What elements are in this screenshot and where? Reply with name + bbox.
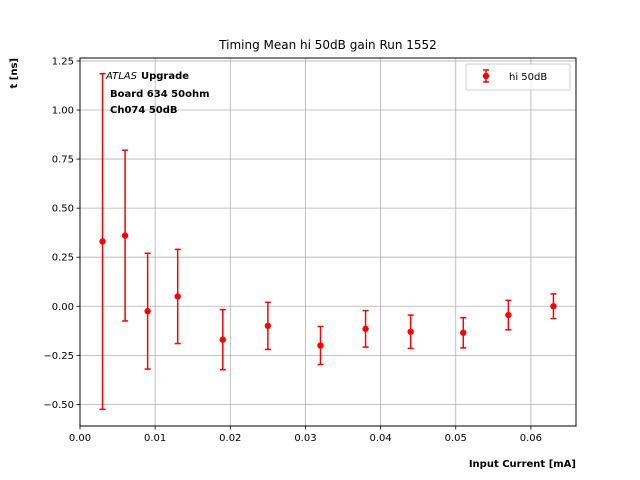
data-point xyxy=(99,238,106,245)
y-tick-label: 1.00 xyxy=(52,106,74,117)
data-point xyxy=(505,311,512,319)
x-axis-label: Input Current [mA] xyxy=(469,459,576,470)
y-tick-label: 0.50 xyxy=(52,204,74,215)
x-tick-label: 0.01 xyxy=(144,433,166,444)
legend-marker xyxy=(482,72,490,80)
x-axis-ticks: 0.00 0.01 0.02 0.03 0.04 0.05 0.06 xyxy=(69,426,542,444)
legend-box xyxy=(465,63,571,91)
y-tick-label: 0.75 xyxy=(52,155,74,166)
data-point xyxy=(317,342,324,349)
y-tick-label: −0.50 xyxy=(43,400,74,411)
data-point xyxy=(121,232,129,239)
board-label: Board 634 50ohm xyxy=(110,89,210,100)
x-tick-label: 0.02 xyxy=(219,433,241,444)
chart-title: Timing Mean hi 50dB gain Run 1552 xyxy=(218,38,437,52)
x-tick-label: 0.03 xyxy=(294,433,316,444)
data-point xyxy=(407,328,414,335)
y-tick-label: 1.25 xyxy=(52,56,74,67)
y-tick-label: 0.25 xyxy=(52,253,74,264)
x-tick-label: 0.00 xyxy=(69,433,91,444)
x-tick-label: 0.06 xyxy=(520,433,542,444)
data-point xyxy=(460,329,467,336)
channel-label: Ch074 50dB xyxy=(110,105,178,116)
data-point xyxy=(362,325,369,333)
legend-label: hi 50dB xyxy=(509,72,547,83)
y-axis-ticks: −0.50 −0.25 0.00 0.25 0.50 0.75 1.00 1.25 xyxy=(43,56,80,411)
y-tick-label: −0.25 xyxy=(43,351,74,362)
legend: hi 50dB xyxy=(465,63,571,91)
x-tick-label: 0.04 xyxy=(369,433,391,444)
plot-frame xyxy=(79,57,577,427)
data-points xyxy=(99,232,557,349)
data-point xyxy=(550,303,557,310)
data-point xyxy=(219,336,226,343)
data-point xyxy=(144,307,151,315)
x-tick-label: 0.05 xyxy=(445,433,467,444)
grid xyxy=(79,58,576,426)
atlas-label: ATLAS Upgrade xyxy=(105,71,189,82)
upgrade-word: Upgrade xyxy=(141,71,189,82)
atlas-name: ATLAS xyxy=(105,71,138,82)
y-tick-label: 0.00 xyxy=(52,302,74,313)
data-point xyxy=(264,322,272,330)
data-point xyxy=(174,293,181,300)
y-axis-label: t [ns] xyxy=(9,58,20,88)
